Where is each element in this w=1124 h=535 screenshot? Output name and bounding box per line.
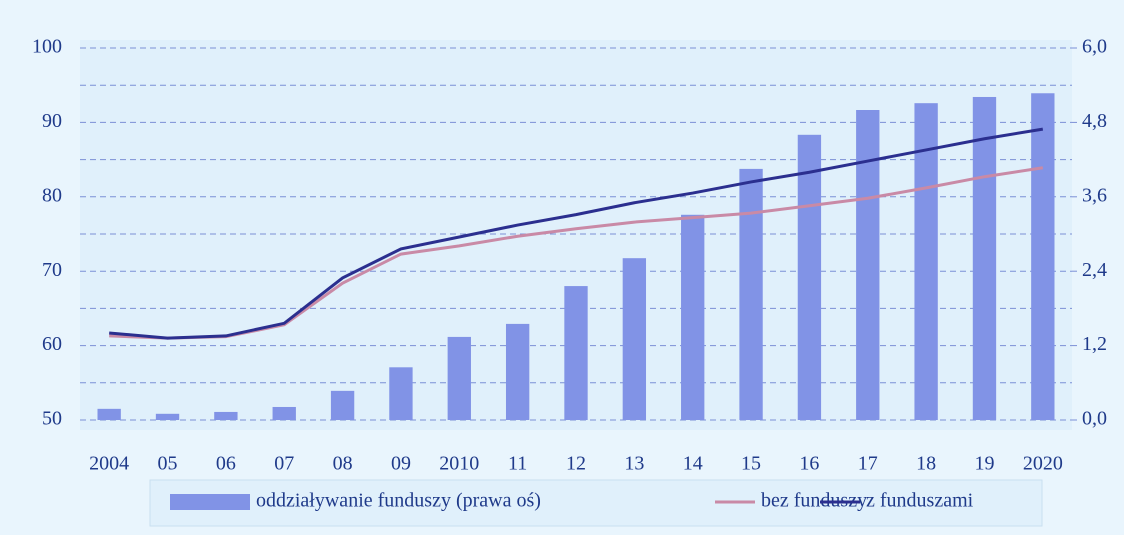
x-tick-label: 18	[916, 453, 936, 475]
bar	[97, 408, 121, 420]
bar	[681, 214, 705, 420]
x-tick-label: 2010	[439, 453, 479, 475]
bar	[505, 323, 530, 420]
x-tick-label: 09	[391, 453, 411, 475]
bar	[739, 168, 763, 420]
bar	[564, 286, 588, 420]
x-tick-label: 07	[274, 453, 294, 475]
bar	[214, 411, 238, 420]
y2-tick-label: 3,6	[1082, 184, 1107, 206]
bar	[272, 406, 296, 420]
y2-tick-label: 6,0	[1082, 36, 1107, 58]
x-tick-label: 12	[566, 453, 586, 475]
y-tick-label: 80	[42, 184, 62, 206]
x-tick-label: 15	[741, 453, 761, 475]
x-tick-label: 13	[624, 453, 644, 475]
y2-tick-label: 2,4	[1082, 259, 1107, 281]
x-tick-label: 11	[508, 453, 527, 475]
x-tick-label: 19	[974, 453, 994, 475]
bar	[797, 134, 822, 421]
x-tick-label: 2020	[1023, 453, 1063, 475]
x-tick-label: 14	[683, 453, 703, 475]
y2-tick-label: 4,8	[1082, 110, 1107, 132]
bar	[914, 103, 938, 421]
legend-swatch	[170, 494, 250, 510]
y-tick-label: 60	[42, 333, 62, 355]
x-tick-label: 17	[858, 453, 878, 475]
y2-tick-label: 1,2	[1082, 333, 1107, 355]
x-tick-label: 06	[216, 453, 236, 475]
bar	[155, 413, 180, 420]
y-tick-label: 70	[42, 259, 62, 281]
line	[109, 127, 1044, 340]
legend	[149, 479, 1043, 527]
legend-label: oddziaływanie funduszy (prawa oś)	[256, 490, 541, 512]
bar	[856, 110, 880, 420]
bar	[389, 367, 413, 420]
bar	[330, 390, 355, 420]
y-tick-label: 100	[32, 36, 62, 58]
x-tick-label: 16	[799, 453, 819, 475]
x-tick-label: 2004	[89, 453, 129, 475]
bar	[622, 258, 647, 420]
legend-label: z funduszami	[866, 490, 974, 512]
x-tick-label: 05	[158, 453, 178, 475]
y-tick-label: 50	[42, 408, 62, 430]
bar	[447, 336, 471, 420]
x-tick-label: 08	[333, 453, 353, 475]
legend-label: bez funduszy	[761, 490, 867, 512]
bar	[1031, 93, 1055, 420]
y2-tick-label: 0,0	[1082, 408, 1107, 430]
bar	[972, 96, 997, 420]
y-tick-label: 90	[42, 110, 62, 132]
